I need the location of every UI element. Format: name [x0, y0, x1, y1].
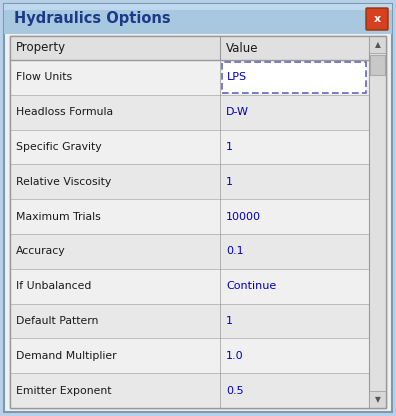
Bar [10, 130, 369, 164]
Bar [222, 62, 366, 93]
Text: ▼: ▼ [375, 395, 381, 404]
Text: Emitter Exponent: Emitter Exponent [16, 386, 112, 396]
Text: x: x [373, 14, 381, 24]
Bar [10, 36, 386, 408]
Text: ▲: ▲ [375, 40, 381, 49]
Text: D-W: D-W [226, 107, 249, 117]
Bar [10, 304, 369, 338]
Bar [10, 60, 369, 95]
Bar [370, 55, 385, 75]
Text: LPS: LPS [227, 72, 247, 82]
Text: If Unbalanced: If Unbalanced [16, 281, 91, 291]
Text: Headloss Formula: Headloss Formula [16, 107, 113, 117]
Text: Maximum Trials: Maximum Trials [16, 212, 101, 222]
Text: Relative Viscosity: Relative Viscosity [16, 177, 111, 187]
Bar [369, 391, 386, 408]
Bar [4, 4, 392, 34]
Text: Property: Property [16, 42, 66, 54]
Text: Default Pattern: Default Pattern [16, 316, 98, 326]
Bar [369, 36, 386, 53]
Bar [10, 164, 369, 199]
Text: 1: 1 [226, 316, 233, 326]
Text: Demand Multiplier: Demand Multiplier [16, 351, 117, 361]
Bar [10, 199, 369, 234]
FancyBboxPatch shape [366, 8, 388, 30]
Text: Hydraulics Options: Hydraulics Options [14, 12, 171, 27]
Bar [10, 36, 386, 408]
Text: Value: Value [226, 42, 259, 54]
Text: 1: 1 [226, 177, 233, 187]
Bar [10, 269, 369, 304]
Text: Flow Units: Flow Units [16, 72, 72, 82]
Text: 10000: 10000 [226, 212, 261, 222]
Text: 1: 1 [226, 142, 233, 152]
Text: 1.0: 1.0 [226, 351, 244, 361]
Text: Accuracy: Accuracy [16, 246, 66, 256]
Bar [369, 36, 386, 408]
Bar [10, 373, 369, 408]
Text: 0.1: 0.1 [226, 246, 244, 256]
Bar [4, 4, 392, 10]
Bar [10, 36, 369, 60]
Bar [10, 338, 369, 373]
Text: 0.5: 0.5 [226, 386, 244, 396]
Text: Continue: Continue [226, 281, 276, 291]
Bar [10, 95, 369, 130]
Bar [10, 234, 369, 269]
Text: Specific Gravity: Specific Gravity [16, 142, 102, 152]
